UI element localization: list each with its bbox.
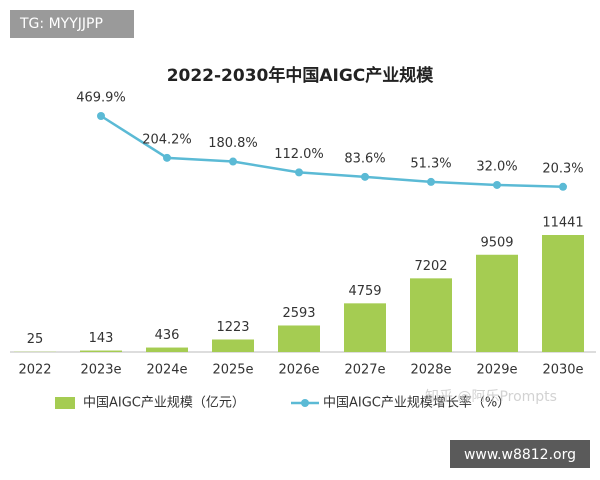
line-label: 32.0% (476, 159, 517, 174)
watermark: 知乎 @阿乐Prompts (425, 388, 557, 405)
line-label: 204.2% (142, 132, 192, 147)
x-tick-label: 2022 (18, 363, 51, 378)
line-label: 112.0% (274, 147, 324, 162)
watermark: www.w8812.org (464, 447, 576, 463)
bar (278, 325, 320, 352)
line-point (163, 153, 171, 162)
x-tick-label: 2027e (344, 363, 385, 378)
legend-label: 中国AIGC产业规模增长率（%） (323, 395, 510, 411)
line-label: 83.6% (344, 151, 385, 166)
watermark: TG: MYYJJPP (19, 16, 103, 32)
legend-swatch (301, 399, 309, 407)
bar-label: 436 (155, 328, 180, 343)
watermark-box (450, 440, 590, 468)
line-point (493, 180, 501, 189)
x-tick-label: 2029e (476, 363, 517, 378)
line-point (559, 182, 567, 191)
line-point (427, 177, 435, 186)
bar-label: 7202 (414, 259, 447, 274)
legend-label: 中国AIGC产业规模（亿元） (83, 396, 245, 411)
bar (410, 278, 452, 352)
x-tick-label: 2023e (80, 363, 121, 378)
line-point (229, 157, 237, 166)
line-label: 20.3% (542, 161, 583, 176)
legend-swatch (55, 397, 75, 409)
line-point (361, 172, 369, 181)
line-label: 51.3% (410, 156, 451, 171)
bar (146, 347, 188, 352)
x-tick-label: 2028e (410, 363, 451, 378)
bar-label: 9509 (480, 235, 513, 250)
bar (476, 254, 518, 352)
bar-label: 1223 (216, 320, 249, 335)
bar (80, 350, 122, 352)
bar-label: 25 (27, 332, 44, 347)
line-label: 180.8% (208, 136, 258, 151)
bar-label: 143 (89, 331, 114, 346)
bar-label: 11441 (542, 216, 583, 231)
x-tick-label: 2026e (278, 363, 319, 378)
line (100, 114, 564, 189)
line-point (295, 168, 303, 177)
x-tick-label: 2025e (212, 363, 253, 378)
bar (212, 339, 254, 352)
bar (542, 235, 584, 352)
x-tick-label: 2030e (542, 363, 583, 378)
line-label: 469.9% (76, 91, 126, 106)
bar-label: 4759 (348, 284, 381, 299)
x-tick-label: 2024e (146, 363, 187, 378)
watermark-box (10, 10, 134, 38)
line-point (97, 112, 105, 120)
chart-title: 2022-2030年中国AIGC产业规模 (167, 65, 435, 86)
bar (344, 303, 386, 352)
bar-label: 2593 (282, 306, 315, 321)
